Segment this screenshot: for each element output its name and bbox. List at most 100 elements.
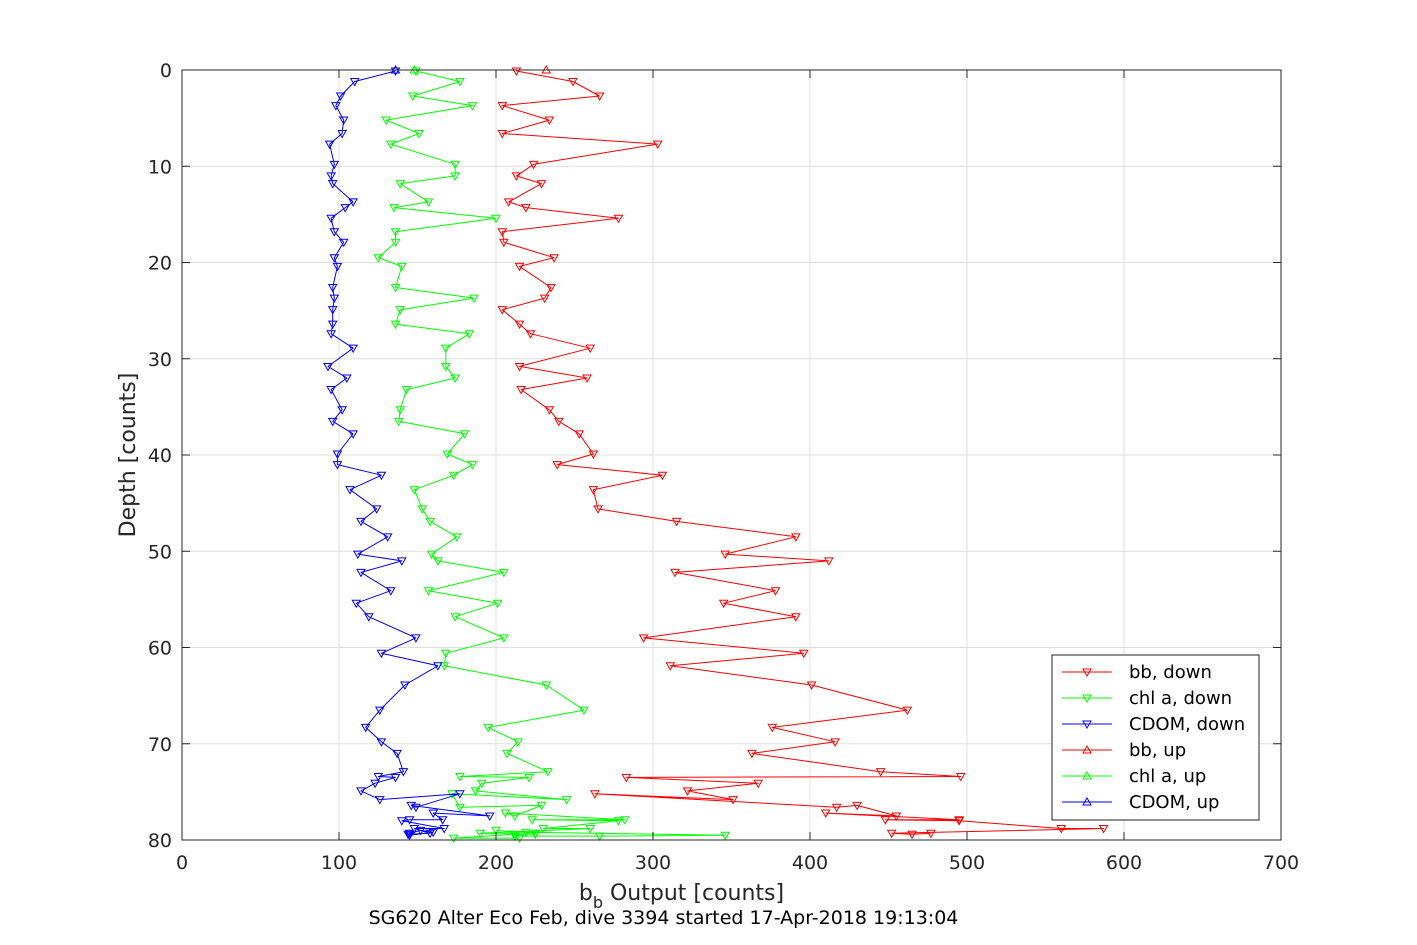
series-bb-down: [497, 67, 1109, 840]
data-point: [395, 180, 406, 189]
data-point: [330, 102, 341, 111]
data-point: [539, 294, 550, 304]
legend-swatch-marker: [1082, 770, 1092, 780]
data-point: [376, 471, 387, 481]
data-point: [329, 228, 340, 237]
data-point: [329, 294, 340, 304]
series-line: [327, 70, 491, 836]
data-point: [332, 262, 343, 272]
data-point: [327, 284, 338, 293]
data-point: [393, 417, 404, 427]
data-point: [954, 817, 965, 826]
data-point: [401, 386, 412, 395]
data-point: [469, 294, 479, 304]
data-point: [753, 779, 764, 789]
data-point: [670, 568, 680, 578]
data-point: [514, 262, 525, 272]
axis-ticks: 0 100 200 300 400 500 600 700 0 10 20 30 40 50 60 70 80: [148, 60, 1299, 874]
data-point: [520, 204, 531, 213]
x-axis-label-subscript: b: [593, 893, 603, 912]
legend-label: chl a, down: [1129, 688, 1232, 709]
data-point: [376, 649, 387, 659]
data-point: [396, 817, 407, 826]
data-point: [579, 706, 589, 716]
data-point: [747, 749, 757, 759]
data-point: [428, 828, 439, 838]
data-point: [671, 517, 682, 527]
data-point: [371, 505, 382, 514]
data-point: [542, 768, 553, 777]
data-point: [373, 772, 384, 782]
data-point: [459, 430, 470, 439]
data-point: [613, 214, 624, 224]
data-point: [338, 116, 349, 126]
data-point: [594, 832, 605, 842]
data-point: [349, 78, 360, 87]
data-point: [588, 486, 599, 495]
data-point: [520, 828, 531, 838]
legend-label: bb, up: [1129, 740, 1186, 761]
x-tick-label: 600: [1106, 852, 1142, 874]
data-point: [498, 238, 509, 248]
data-point: [484, 812, 495, 821]
data-point: [455, 803, 465, 813]
data-point: [718, 599, 729, 609]
data-point: [440, 649, 451, 659]
data-point: [403, 830, 413, 840]
data-point: [516, 386, 526, 395]
data-point: [352, 550, 363, 560]
data-point: [475, 829, 486, 839]
data-point: [423, 587, 434, 596]
data-point: [390, 773, 401, 783]
data-point: [348, 344, 358, 354]
data-point: [638, 634, 649, 643]
data-point: [767, 723, 778, 733]
data-point: [536, 180, 547, 189]
data-point: [503, 198, 514, 207]
data-point: [392, 749, 402, 759]
data-point: [327, 180, 338, 189]
legend-swatch-marker: [1082, 668, 1092, 678]
data-point: [407, 92, 418, 101]
data-point: [390, 238, 401, 248]
data-point: [875, 768, 886, 777]
data-point: [509, 812, 520, 821]
data-point: [1098, 824, 1109, 834]
data-point: [770, 587, 781, 596]
x-tick-label: 500: [949, 852, 985, 874]
data-point: [549, 254, 559, 263]
data-point: [544, 406, 555, 415]
data-point: [356, 787, 366, 796]
data-point: [524, 773, 534, 783]
data-point: [902, 706, 913, 716]
data-point: [891, 812, 902, 821]
data-point: [329, 160, 340, 170]
x-tick-label: 700: [1263, 852, 1299, 874]
data-point: [396, 557, 407, 566]
data-point: [326, 214, 337, 224]
data-point: [728, 796, 738, 805]
x-tick-label: 100: [321, 852, 357, 874]
data-point: [381, 116, 391, 126]
data-point: [483, 723, 494, 733]
x-tick-label: 0: [176, 852, 188, 874]
data-point: [588, 450, 599, 460]
data-point: [574, 430, 585, 439]
y-tick-label: 0: [160, 60, 172, 82]
data-point: [433, 662, 443, 671]
x-tick-label: 400: [792, 852, 828, 874]
data-point: [324, 140, 335, 150]
data-point: [450, 172, 461, 181]
data-point: [433, 557, 443, 566]
data-point: [363, 613, 374, 622]
data-point: [585, 344, 596, 354]
data-point: [423, 198, 434, 207]
data-point: [467, 102, 478, 111]
data-point: [820, 809, 831, 819]
data-point: [338, 238, 349, 248]
data-point: [332, 450, 343, 460]
y-tick-label: 40: [148, 445, 172, 467]
data-point: [552, 461, 563, 470]
data-point: [450, 374, 461, 384]
